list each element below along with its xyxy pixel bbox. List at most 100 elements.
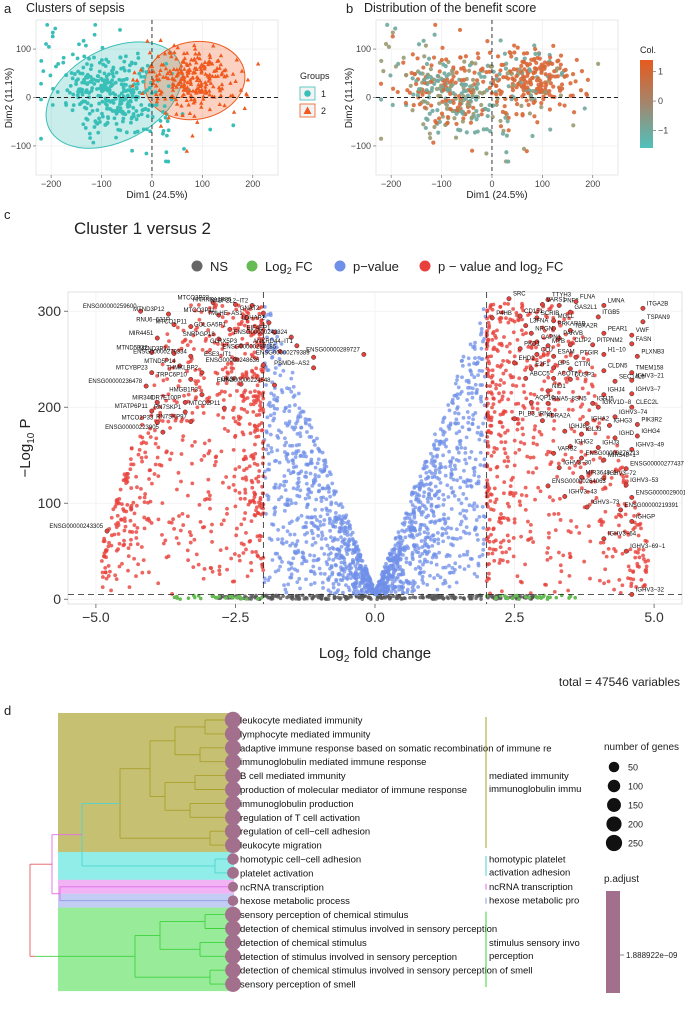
point-pvalue [434,504,439,509]
point-group-1 [102,71,107,76]
point-group-1 [130,115,134,120]
point-sig [538,413,543,417]
point-benefit [473,61,478,66]
point-group-1 [130,93,135,98]
point-sig [591,418,596,423]
point-group-1 [139,112,144,117]
point-sig [125,503,130,507]
point-pvalue [345,521,349,525]
labeled-point [311,365,317,371]
term-label: production of molecular mediator of immu… [240,785,467,796]
point-benefit [479,112,484,117]
point-sig [255,383,260,388]
point-pvalue [418,474,423,479]
point-pvalue [463,451,468,455]
point-pvalue [404,578,409,583]
point-sig [550,413,554,417]
point-pvalue [349,566,354,570]
point-pvalue [416,546,421,551]
point-sig [137,495,142,500]
point-sig [135,525,140,530]
point-group-1 [134,109,139,113]
point-pvalue [443,519,448,524]
gene-label: RN7SKP97 [156,415,187,421]
point-pvalue [387,557,391,562]
point-sig [217,564,222,569]
point-ns [324,596,328,601]
point-sig [507,546,512,551]
term-point [224,823,242,840]
point-benefit [527,111,533,116]
point-sig [622,502,627,506]
point-sig [242,517,247,521]
point-sig [213,370,218,375]
point-sig [557,382,562,386]
point-sig [247,464,252,469]
point-log2fc [498,593,503,598]
point-benefit [568,81,573,86]
point-sig [541,336,546,340]
point-sig [199,458,204,462]
point-benefit [525,73,530,78]
point-sig [243,490,248,495]
point-pvalue [395,553,399,558]
point-sig [220,324,225,329]
point-sig [190,411,195,415]
point-sig [639,526,643,531]
point-pvalue [304,577,308,582]
point-pvalue [465,552,469,557]
point-sig [524,396,529,401]
point-sig [109,588,113,593]
point-sig [257,379,262,384]
gene-label: SNRPGP18 [183,332,216,338]
labeled-point [579,455,584,461]
point-pvalue [267,400,272,405]
point-pvalue [301,450,306,455]
point-pvalue [423,537,427,542]
point-sig [252,350,257,355]
point-pvalue [310,515,314,520]
labeled-point [556,465,562,471]
point-sig [259,305,264,309]
point-group-1 [88,75,93,79]
point-group-2 [172,77,177,82]
point-sig [492,450,496,454]
term-point [225,753,241,770]
point-group-1 [72,72,77,77]
point-pvalue [464,379,469,383]
point-pvalue [313,507,318,512]
point-group-2 [207,52,212,57]
point-sig [502,480,507,485]
point-sig [117,501,121,506]
point-pvalue [347,523,352,527]
point-sig [517,376,522,381]
point-sig [229,556,234,561]
labeled-point [545,400,551,406]
point-group-1 [71,92,76,97]
point-pvalue [479,327,484,331]
point-sig [154,436,159,441]
point-group-1 [77,87,81,92]
point-pvalue [297,471,302,476]
point-sig [242,448,246,453]
point-pvalue [462,468,466,473]
point-pvalue [399,567,404,572]
point-pvalue [426,545,431,549]
point-sig [506,320,511,325]
point-sig [500,397,504,402]
point-sig [100,570,105,575]
point-group-1 [147,85,152,90]
point-sig [259,421,264,425]
point-ns [433,593,438,598]
gene-label: TRPC6P10 [156,372,187,378]
point-benefit [468,98,473,103]
point-group-1 [63,101,68,105]
gene-label: RN7SKP1 [154,405,182,411]
point-sig [122,538,126,543]
point-benefit [503,115,508,120]
point-sig [114,522,118,527]
labeled-point [590,400,596,406]
point-sig [193,308,198,313]
term-point [225,948,241,965]
labeled-point [534,351,540,357]
